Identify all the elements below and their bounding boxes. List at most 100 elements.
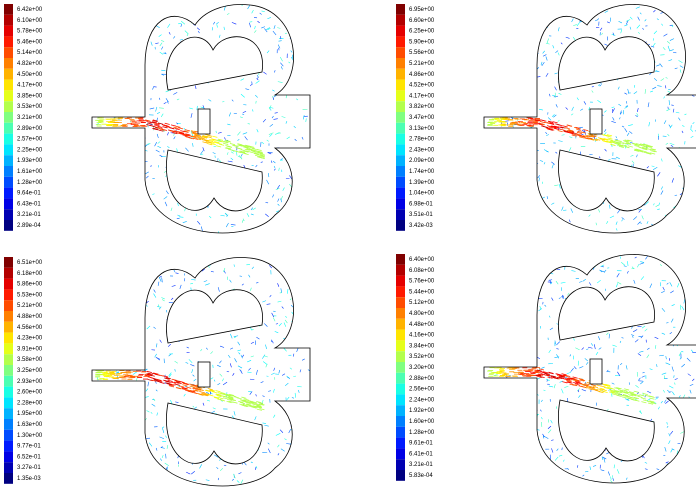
vector	[494, 280, 498, 281]
vector	[284, 223, 287, 224]
vector	[218, 287, 219, 292]
vector	[262, 396, 264, 397]
colorbar-swatch	[4, 408, 13, 419]
vector	[270, 295, 272, 297]
vector	[98, 275, 103, 276]
vector	[561, 282, 566, 283]
colorbar-swatch	[396, 438, 405, 449]
vector	[264, 323, 267, 326]
vector	[109, 286, 111, 287]
vector	[192, 369, 193, 373]
jet-vector	[165, 123, 170, 124]
vector	[556, 349, 558, 350]
vector	[252, 109, 253, 111]
vector	[138, 466, 142, 467]
vector	[606, 333, 608, 335]
vector	[129, 199, 131, 200]
vector	[639, 210, 641, 213]
vector	[599, 348, 602, 350]
vector	[230, 334, 232, 338]
vector	[222, 378, 223, 381]
vector	[280, 63, 283, 66]
vector	[158, 305, 159, 308]
vector	[137, 154, 140, 155]
vector	[92, 293, 95, 296]
vector	[558, 53, 559, 56]
vector	[687, 152, 690, 154]
vector	[294, 304, 297, 306]
vector	[690, 404, 693, 407]
vector	[256, 394, 257, 396]
vector	[689, 479, 693, 480]
vector	[518, 181, 520, 184]
vector	[101, 23, 102, 26]
vector	[131, 113, 134, 115]
vector	[690, 390, 691, 394]
vector	[691, 434, 693, 435]
vector	[300, 53, 302, 54]
vector	[141, 164, 143, 165]
vector	[290, 345, 295, 346]
colorbar-swatch	[396, 4, 405, 15]
vector	[147, 212, 150, 215]
vector	[564, 11, 567, 12]
vector	[569, 137, 572, 138]
vector	[556, 354, 558, 358]
vector	[298, 472, 301, 473]
vector	[651, 224, 653, 225]
vector	[263, 361, 267, 364]
vector	[685, 188, 686, 192]
vector	[309, 304, 311, 305]
vector	[504, 338, 505, 342]
vector	[626, 365, 627, 369]
vector	[113, 14, 117, 16]
vector	[121, 97, 124, 98]
vector	[508, 268, 510, 270]
vector	[117, 106, 119, 107]
vector	[638, 353, 641, 355]
vector	[255, 95, 257, 97]
vector	[690, 302, 692, 304]
jet-vector	[643, 393, 648, 394]
vector	[181, 21, 185, 24]
vector	[586, 349, 588, 350]
vector	[253, 230, 254, 233]
vector	[105, 79, 107, 81]
vector	[635, 340, 638, 343]
colorbar-label: 5.21e+00	[17, 303, 43, 309]
vector	[689, 65, 692, 68]
vector	[268, 173, 269, 177]
vector	[687, 161, 689, 165]
vector	[537, 357, 539, 359]
vector	[262, 400, 263, 403]
vector	[100, 169, 104, 171]
vector	[300, 326, 303, 328]
vector	[161, 447, 163, 448]
vector	[563, 460, 564, 462]
vector	[234, 337, 236, 338]
vector	[112, 429, 113, 430]
vector	[579, 281, 582, 282]
vector	[280, 57, 282, 61]
vector	[512, 31, 514, 35]
colorbar-swatch	[4, 134, 13, 145]
vector	[272, 116, 273, 118]
vector	[567, 293, 569, 296]
vector	[516, 468, 517, 470]
vector	[189, 108, 193, 109]
vector	[670, 143, 675, 145]
vector	[298, 236, 303, 237]
vector	[558, 27, 559, 31]
vector	[92, 301, 94, 302]
vector	[641, 482, 644, 483]
vector	[160, 437, 164, 439]
vector	[622, 217, 625, 219]
vector	[183, 221, 187, 222]
colorbar-label: 4.50e+00	[17, 72, 43, 78]
vector	[551, 420, 553, 423]
vector	[490, 212, 494, 215]
vector	[656, 65, 660, 67]
vector	[486, 240, 490, 242]
vector	[279, 370, 280, 374]
vector	[257, 79, 259, 80]
